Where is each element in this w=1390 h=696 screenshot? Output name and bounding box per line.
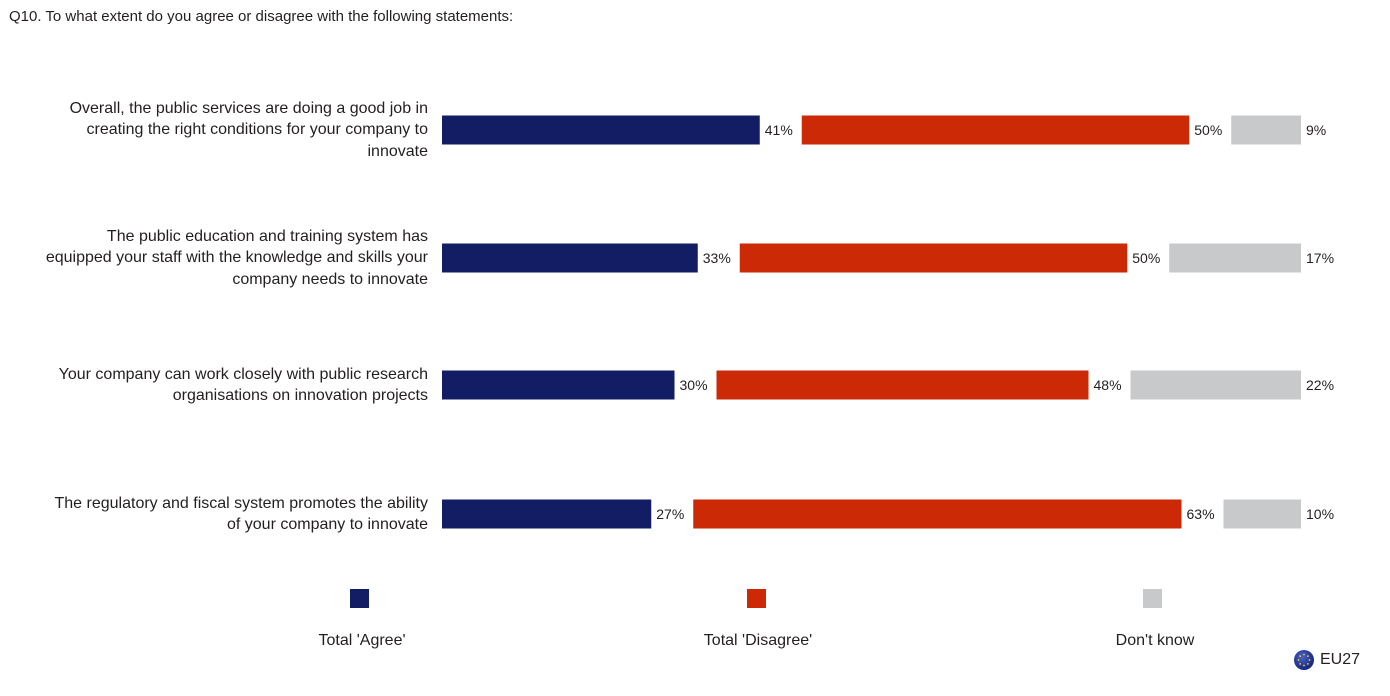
legend-swatch-disagree: [747, 589, 766, 608]
bar-agree-row-4: [442, 499, 652, 529]
legend-label-dont-know: Don't know: [1115, 632, 1195, 649]
value-label-dont-know-row-2: 17%: [1306, 250, 1334, 266]
value-label-disagree-row-1: 50%: [1194, 122, 1222, 138]
bar-dont-know-row-2: [1169, 243, 1301, 273]
row-label-line: innovate: [367, 142, 429, 160]
value-label-dont-know-row-3: 22%: [1306, 377, 1334, 393]
eu27-label: EU27: [1320, 651, 1361, 668]
row-label-line: The regulatory and fiscal system promote…: [54, 494, 429, 512]
value-label-disagree-row-2: 50%: [1132, 250, 1160, 266]
bar-agree-row-2: [442, 243, 698, 273]
value-label-agree-row-2: 33%: [703, 250, 731, 266]
eu-flag-icon: [1294, 650, 1314, 670]
bar-dont-know-row-3: [1130, 370, 1301, 400]
row-label-line: company needs to innovate: [232, 270, 428, 288]
value-label-disagree-row-3: 48%: [1094, 377, 1122, 393]
bar-disagree-row-2: [739, 243, 1128, 273]
row-label-2: The public education and training system…: [0, 226, 428, 291]
legend-label-disagree: Total 'Disagree': [703, 632, 813, 649]
row-label-line: Your company can work closely with publi…: [58, 365, 428, 383]
row-label-4: The regulatory and fiscal system promote…: [0, 493, 429, 536]
value-label-agree-row-1: 41%: [765, 122, 793, 138]
value-label-dont-know-row-4: 10%: [1306, 506, 1334, 522]
row-label-line: Overall, the public services are doing a…: [69, 99, 428, 117]
bar-disagree-row-1: [801, 115, 1190, 145]
legend-swatch-agree: [350, 589, 369, 608]
bar-dont-know-row-1: [1231, 115, 1301, 145]
question-title: Q10. To what extent do you agree or disa…: [9, 8, 514, 25]
row-label-1: Overall, the public services are doing a…: [0, 98, 428, 163]
legend-swatch-dont-know: [1143, 589, 1162, 608]
bar-agree-row-1: [442, 115, 760, 145]
value-label-disagree-row-4: 63%: [1187, 506, 1215, 522]
row-label-line: of your company to innovate: [226, 516, 428, 533]
row-label-3: Your company can work closely with publi…: [0, 364, 428, 407]
value-label-agree-row-3: 30%: [680, 377, 708, 393]
row-label-line: organisations on innovation projects: [172, 387, 428, 404]
row-label-line: equipped your staff with the knowledge a…: [45, 249, 428, 267]
bar-dont-know-row-4: [1223, 499, 1301, 529]
value-label-agree-row-4: 27%: [656, 506, 684, 522]
legend-label-agree: Total 'Agree': [318, 632, 406, 649]
bar-agree-row-3: [442, 370, 675, 400]
bar-disagree-row-3: [716, 370, 1089, 400]
eu27-badge: EU27: [1294, 650, 1360, 670]
bar-disagree-row-4: [693, 499, 1182, 529]
value-label-dont-know-row-1: 9%: [1306, 122, 1326, 138]
row-label-line: creating the right conditions for your c…: [86, 121, 428, 139]
row-label-line: The public education and training system…: [106, 227, 428, 245]
